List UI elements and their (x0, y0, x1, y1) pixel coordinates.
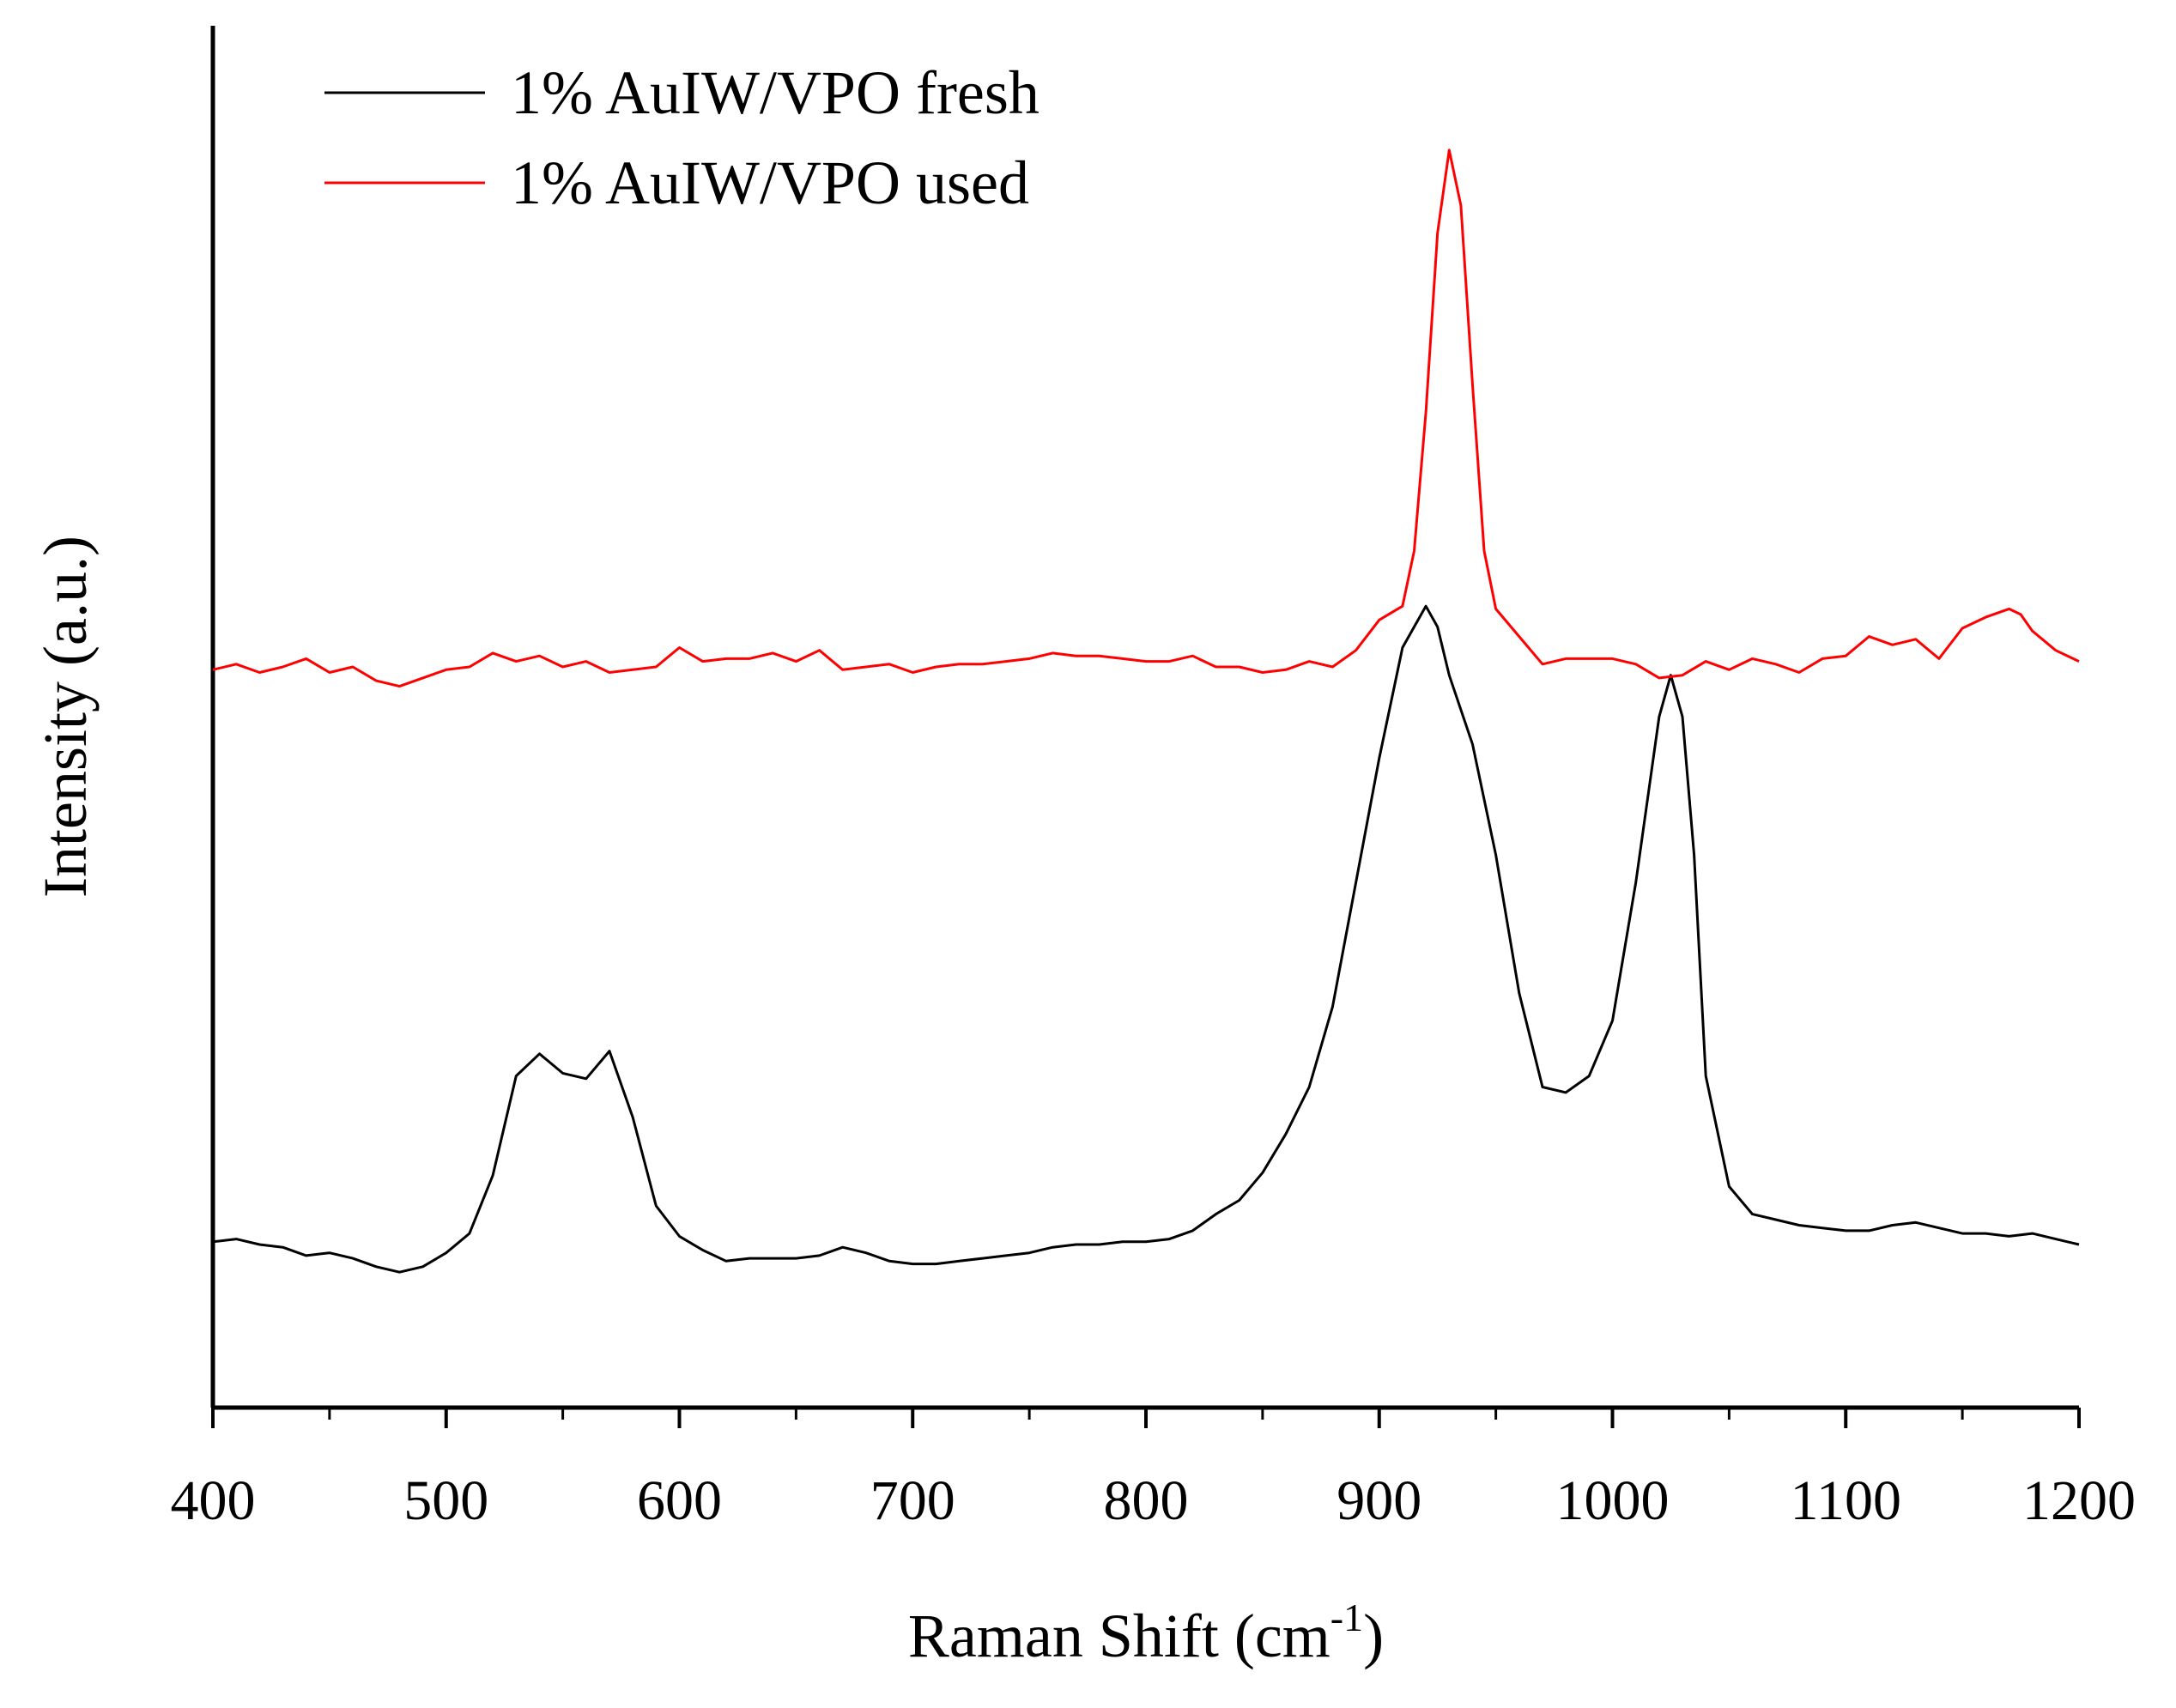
y-axis-title: Intensity (a.u.) (31, 536, 100, 898)
x-tick-label: 1200 (2022, 1469, 2136, 1532)
x-axis-ticks (211, 1408, 2081, 1428)
x-axis-title-superscript: -1 (1330, 1596, 1363, 1639)
x-axis-title-suffix: ) (1363, 1602, 1384, 1670)
series-lines (212, 148, 2080, 1274)
x-axis-title: Raman Shift (cm-1) (908, 1596, 1384, 1670)
series-line-used (212, 148, 2080, 688)
x-tick-label: 600 (637, 1469, 722, 1532)
x-tick-label: 800 (1104, 1469, 1189, 1532)
legend-label-used: 1% AuIW/VPO used (511, 148, 1029, 217)
x-axis-tick-labels: 400 500 600 700 800 900 1000 1100 1200 (171, 1469, 2137, 1532)
x-tick-label: 400 (171, 1469, 256, 1532)
x-tick-label: 700 (870, 1469, 955, 1532)
x-tick-label: 500 (403, 1469, 488, 1532)
x-axis-title-main: Raman Shift (cm (908, 1602, 1330, 1670)
legend-label-fresh: 1% AuIW/VPO fresh (511, 58, 1040, 127)
x-tick-label: 1000 (1556, 1469, 1670, 1532)
x-tick-label: 1100 (1790, 1469, 1901, 1532)
x-tick-label: 900 (1337, 1469, 1421, 1532)
series-line-fresh (212, 604, 2080, 1274)
legend: 1% AuIW/VPO fresh 1% AuIW/VPO used (324, 58, 1040, 217)
